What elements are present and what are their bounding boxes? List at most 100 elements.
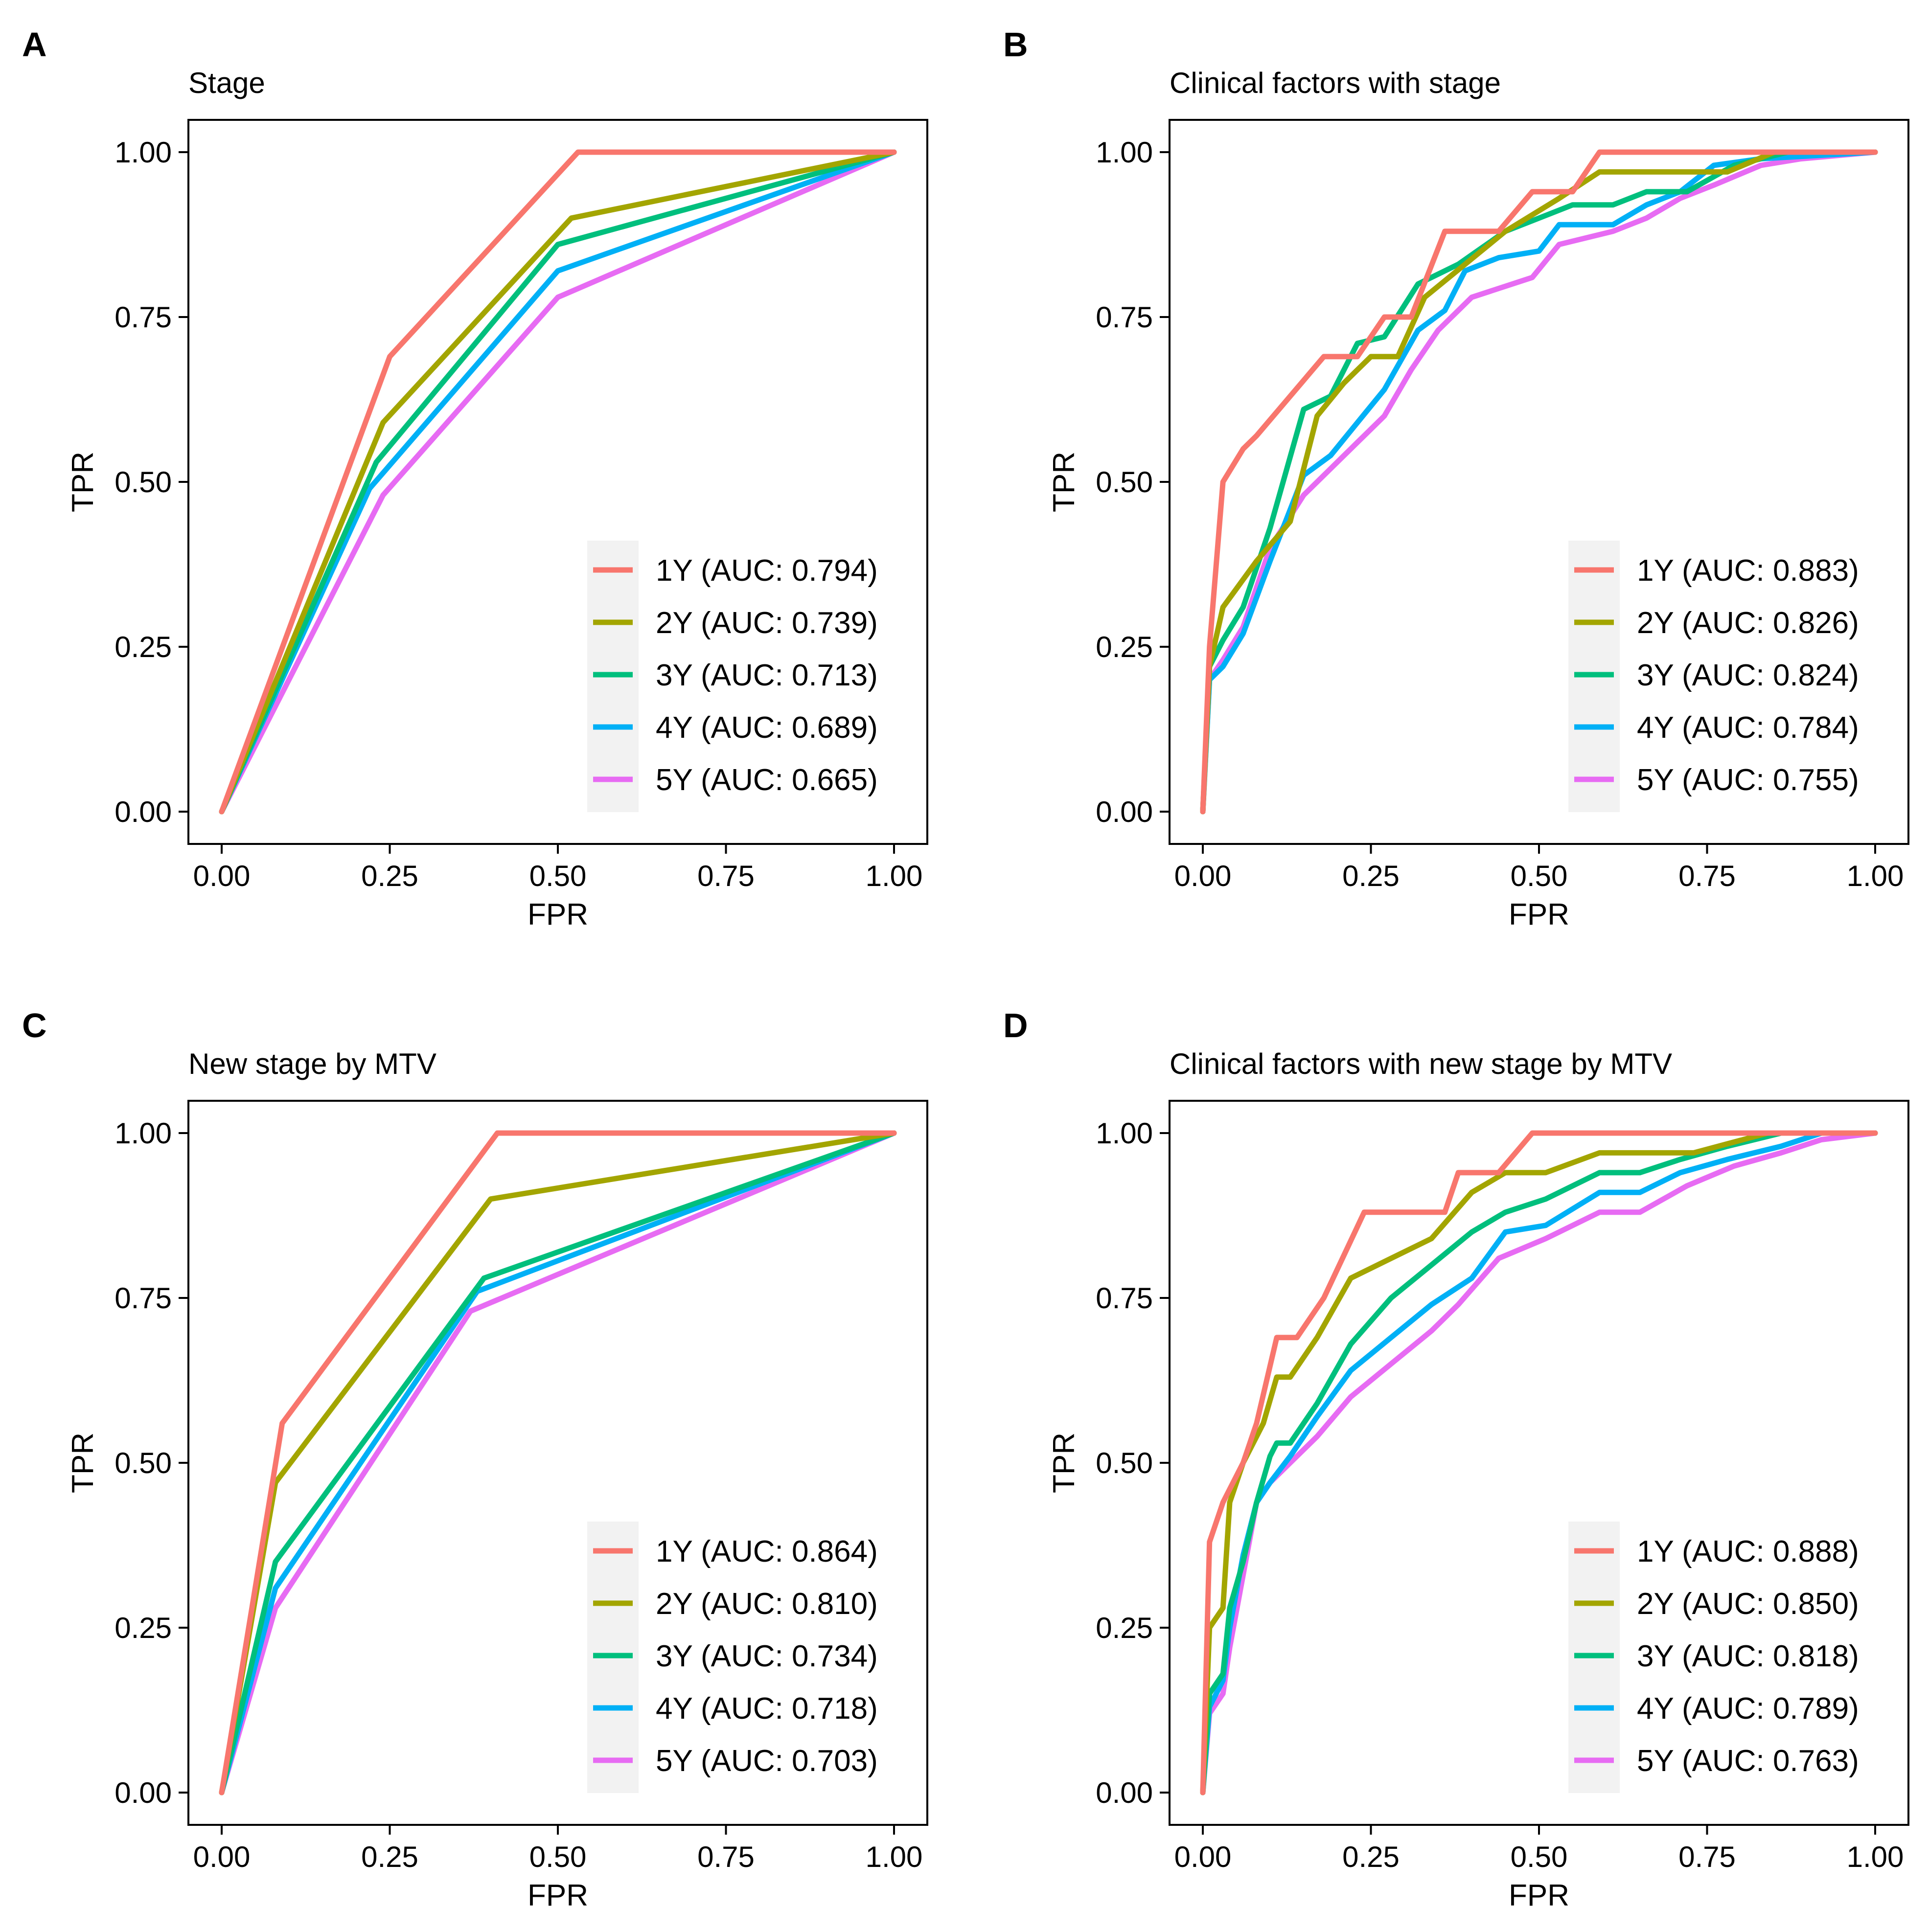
y-tick-label-a-3: 0.75 (115, 301, 172, 334)
panel-letter-c: C (22, 1006, 47, 1045)
x-tick-label-d-1: 0.25 (1342, 1841, 1400, 1873)
legend-b: 1Y (AUC: 0.883) 2Y (AUC: 0.826) 3Y (AUC: 0… (1568, 541, 1859, 812)
legend-d: 1Y (AUC: 0.888) 2Y (AUC: 0.850) 3Y (AUC: 0… (1568, 1522, 1859, 1793)
series-lines-b (1200, 149, 1878, 815)
legend-label-c-1y: 1Y (AUC: 0.864) (656, 1535, 878, 1568)
series-line-d-2y (1200, 1130, 1878, 1796)
y-tick-label-d-0: 0.00 (1096, 1776, 1153, 1809)
panel-title-d: Clinical factors with new stage by MTV (1170, 1047, 1672, 1080)
y-tick-label-d-4: 1.00 (1096, 1117, 1153, 1150)
y-tick-label-c-0: 0.00 (115, 1776, 172, 1809)
legend-label-d-4y: 4Y (AUC: 0.789) (1637, 1692, 1859, 1726)
x-tick-label-c-1: 0.25 (361, 1841, 418, 1873)
panel-b: B Clinical factors with stage 0.00 0.25 0.50… (1003, 25, 1909, 932)
x-axis-label-b: FPR (1509, 898, 1569, 932)
legend-c: 1Y (AUC: 0.864) 2Y (AUC: 0.810) 3Y (AUC: 0… (587, 1522, 878, 1793)
series-line-a-1y (219, 149, 897, 815)
legend-label-c-2y: 2Y (AUC: 0.810) (656, 1587, 878, 1621)
legend-label-a-1y: 1Y (AUC: 0.794) (656, 554, 878, 588)
series-lines-a (219, 149, 897, 815)
legend-label-c-4y: 4Y (AUC: 0.718) (656, 1692, 878, 1726)
legend-label-b-2y: 2Y (AUC: 0.826) (1637, 606, 1859, 640)
x-axis-label-c: FPR (528, 1879, 588, 1912)
series-line-b-1y (1200, 149, 1878, 815)
x-tick-label-a-4: 1.00 (866, 860, 923, 892)
y-axis-label-b: TPR (1047, 452, 1081, 512)
panel-d: D Clinical factors with new stage by MTV 0… (1003, 1006, 1909, 1912)
y-tick-label-b-4: 1.00 (1096, 136, 1153, 169)
legend-label-c-5y: 5Y (AUC: 0.703) (656, 1744, 878, 1778)
x-tick-label-a-2: 0.50 (529, 860, 587, 892)
series-line-b-4y (1200, 149, 1878, 815)
x-tick-label-a-0: 0.00 (193, 860, 251, 892)
legend-a: 1Y (AUC: 0.794) 2Y (AUC: 0.739) 3Y (AUC: 0… (587, 541, 878, 812)
legend-label-a-4y: 4Y (AUC: 0.689) (656, 711, 878, 745)
x-tick-label-d-2: 0.50 (1511, 1841, 1568, 1873)
legend-label-a-3y: 3Y (AUC: 0.713) (656, 659, 878, 692)
y-tick-label-b-2: 0.50 (1096, 466, 1153, 499)
y-axis-label-a: TPR (66, 452, 100, 512)
x-tick-label-b-1: 0.25 (1342, 860, 1400, 892)
panel-letter-d: D (1003, 1006, 1028, 1045)
y-tick-label-b-1: 0.25 (1096, 631, 1153, 663)
panel-title-a: Stage (188, 67, 265, 99)
series-line-d-1y (1200, 1130, 1878, 1796)
legend-label-d-5y: 5Y (AUC: 0.763) (1637, 1744, 1859, 1778)
series-line-b-2y (1200, 149, 1878, 815)
legend-label-d-2y: 2Y (AUC: 0.850) (1637, 1587, 1859, 1621)
x-tick-label-d-4: 1.00 (1847, 1841, 1904, 1873)
x-tick-label-b-3: 0.75 (1678, 860, 1736, 892)
legend-label-b-3y: 3Y (AUC: 0.824) (1637, 659, 1859, 692)
y-tick-label-a-1: 0.25 (115, 631, 172, 663)
panel-letter-a: A (22, 25, 47, 64)
x-tick-label-c-0: 0.00 (193, 1841, 251, 1873)
series-line-d-3y (1200, 1130, 1878, 1796)
y-tick-label-c-2: 0.50 (115, 1447, 172, 1479)
y-tick-label-c-3: 0.75 (115, 1282, 172, 1315)
x-axis-label-a: FPR (528, 898, 588, 932)
series-line-a-3y (219, 149, 897, 815)
x-tick-label-a-1: 0.25 (361, 860, 418, 892)
x-tick-label-b-0: 0.00 (1174, 860, 1232, 892)
series-line-b-3y (1200, 149, 1878, 815)
x-tick-label-b-4: 1.00 (1847, 860, 1904, 892)
panel-c: C New stage by MTV 0.00 0.25 0.50 0.75 1.00 0.0… (22, 1006, 928, 1912)
y-tick-label-a-4: 1.00 (115, 136, 172, 169)
legend-label-b-1y: 1Y (AUC: 0.883) (1637, 554, 1859, 588)
panel-a: A Stage 0.00 0.25 0.50 0.75 1.00 0.00 0.25 0.50 0.… (22, 25, 928, 932)
y-tick-label-a-0: 0.00 (115, 796, 172, 828)
x-tick-label-d-3: 0.75 (1678, 1841, 1736, 1873)
panel-letter-b: B (1003, 25, 1028, 64)
x-tick-label-b-2: 0.50 (1511, 860, 1568, 892)
series-lines-c (219, 1130, 897, 1796)
legend-label-b-4y: 4Y (AUC: 0.784) (1637, 711, 1859, 745)
series-line-c-1y (219, 1130, 897, 1796)
y-tick-label-c-1: 0.25 (115, 1612, 172, 1644)
y-tick-label-b-3: 0.75 (1096, 301, 1153, 334)
legend-label-d-3y: 3Y (AUC: 0.818) (1637, 1639, 1859, 1673)
series-line-c-4y (219, 1130, 897, 1796)
x-tick-label-c-4: 1.00 (866, 1841, 923, 1873)
y-axis-label-d: TPR (1047, 1432, 1081, 1493)
x-axis-label-d: FPR (1509, 1879, 1569, 1912)
panel-title-c: New stage by MTV (188, 1047, 436, 1080)
legend-label-a-2y: 2Y (AUC: 0.739) (656, 606, 878, 640)
x-tick-label-c-2: 0.50 (529, 1841, 587, 1873)
panels: A Stage 0.00 0.25 0.50 0.75 1.00 0.00 0.25 0.50 0.… (22, 25, 1909, 1912)
legend-label-d-1y: 1Y (AUC: 0.888) (1637, 1535, 1859, 1568)
y-tick-label-d-1: 0.25 (1096, 1612, 1153, 1644)
y-tick-label-a-2: 0.50 (115, 466, 172, 499)
x-tick-label-c-3: 0.75 (697, 1841, 755, 1873)
legend-label-a-5y: 5Y (AUC: 0.665) (656, 763, 878, 797)
panel-title-b: Clinical factors with stage (1170, 67, 1501, 99)
series-line-b-5y (1200, 149, 1878, 815)
y-tick-label-b-0: 0.00 (1096, 796, 1153, 828)
series-line-a-5y (219, 149, 897, 815)
y-tick-label-d-2: 0.50 (1096, 1447, 1153, 1479)
series-line-d-5y (1200, 1130, 1878, 1796)
series-line-c-3y (219, 1130, 897, 1796)
x-tick-label-a-3: 0.75 (697, 860, 755, 892)
y-axis-label-c: TPR (66, 1432, 100, 1493)
x-tick-label-d-0: 0.00 (1174, 1841, 1232, 1873)
